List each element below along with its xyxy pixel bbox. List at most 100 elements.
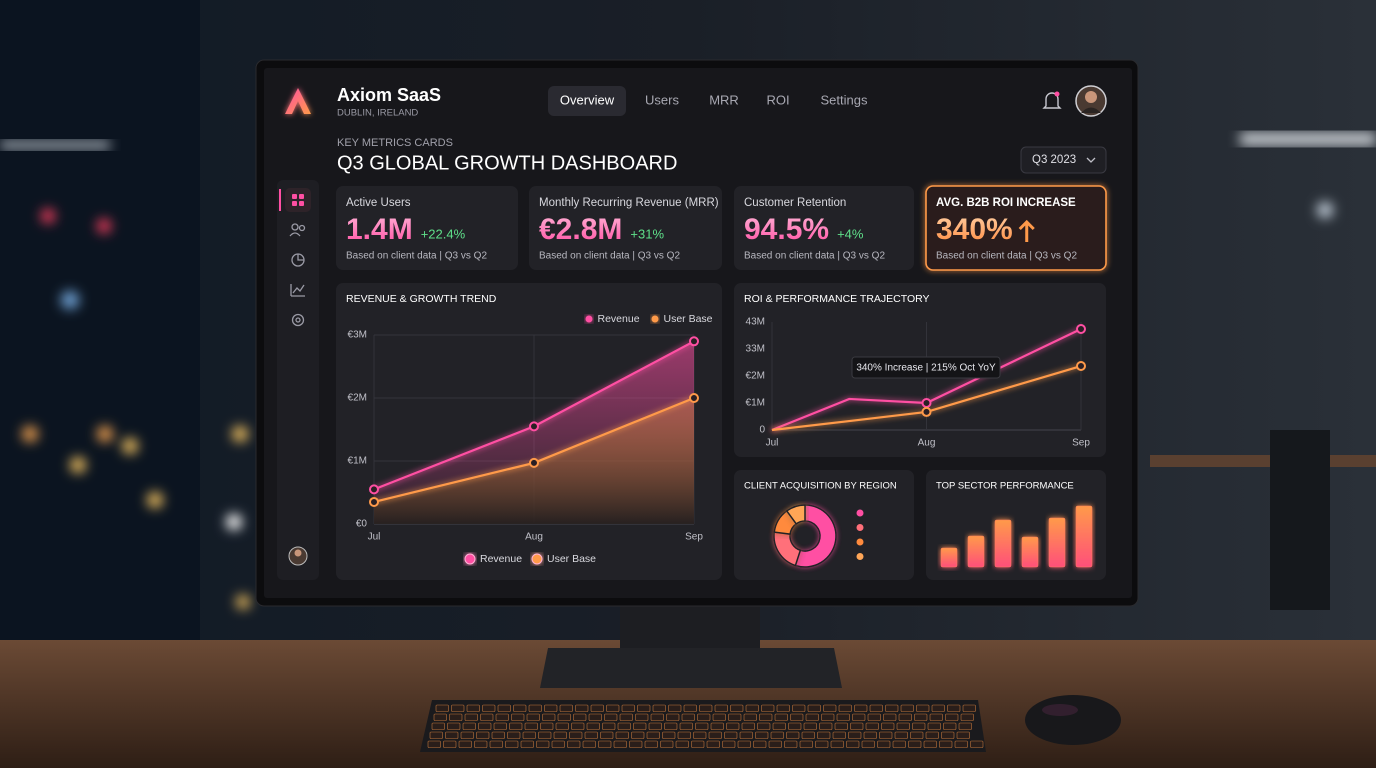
nav: Overview Users MRR ROI Settings [560,92,868,107]
x-tick-label: Sep [685,532,703,543]
user-avatar[interactable] [1075,85,1107,117]
key [664,722,678,730]
key [637,704,651,712]
legend-item: Revenue [598,313,640,325]
key [573,713,587,721]
key [582,740,596,748]
card-label: Monthly Recurring Revenue (MRR) [539,197,719,209]
key [900,704,914,712]
key [728,713,742,721]
key [699,704,713,712]
card-label: Customer Retention [744,197,846,209]
y-tick-label: €1M [746,398,765,409]
key [708,731,722,739]
key [569,731,583,739]
key [644,740,658,748]
icon-pie[interactable] [291,253,305,267]
period-value[interactable]: Q3 2023 [1032,154,1076,166]
key [945,713,959,721]
key [495,713,509,721]
key [954,740,968,748]
key [606,704,620,712]
key [668,704,682,712]
icon-users[interactable] [289,223,306,237]
key [941,731,955,739]
key [894,731,908,739]
legend-item: Revenue [480,553,522,565]
key [960,713,974,721]
sidebar-active-bg [285,188,311,212]
key [600,731,614,739]
nav-item[interactable]: Users [645,92,679,107]
key [567,740,581,748]
card [734,186,914,270]
key [714,704,728,712]
key [509,722,523,730]
chart-title: REVENUE & GROWTH TREND [346,293,497,305]
key [466,704,480,712]
nav-item[interactable]: Settings [821,92,868,107]
key [743,713,757,721]
bell-icon[interactable] [1042,91,1062,109]
key [912,722,926,730]
key [854,704,868,712]
key [792,704,806,712]
monitor-base [540,648,842,688]
key [848,731,862,739]
key [745,704,759,712]
icon-trend[interactable] [290,284,305,297]
key [770,731,784,739]
key [584,731,598,739]
y-tick-label: 0 [759,425,765,436]
ceiling-light [1240,132,1376,146]
icon-settings[interactable] [291,313,305,327]
icon-dashboard[interactable] [292,194,304,206]
key [722,740,736,748]
x-tick-label: Sep [1072,438,1090,449]
key [706,740,720,748]
key [540,722,554,730]
key [908,740,922,748]
key [693,731,707,739]
key [881,722,895,730]
y-tick-label: 33M [746,344,765,355]
card-label: AVG. B2B ROI INCREASE [936,197,1076,209]
key [571,722,585,730]
key [598,740,612,748]
key [710,722,724,730]
card-label: Active Users [346,197,411,209]
nav-item[interactable]: MRR [709,92,739,107]
key [863,731,877,739]
card-value: 340% [936,213,1013,246]
card-note: Based on client data | Q3 vs Q2 [346,251,487,262]
key [768,740,782,748]
y-tick-label: €3M [348,330,367,341]
key [788,722,802,730]
sidebar-avatar[interactable] [288,546,308,566]
nav-item[interactable]: Overview [560,92,615,107]
key [737,740,751,748]
bar [994,519,1012,568]
keys [427,704,984,748]
key [650,713,664,721]
key [896,722,910,730]
chart-title: TOP SECTOR PERFORMANCE [936,481,1074,492]
nav-item[interactable]: ROI [766,92,789,107]
period-select[interactable]: Q3 2023 [1020,146,1107,174]
legend-item: User Base [664,313,713,325]
card-change: +4% [837,226,864,241]
point [921,398,932,408]
key [774,713,788,721]
key [739,731,753,739]
up-arrow-icon [1018,219,1035,242]
bokeh [22,202,1333,609]
logo [285,88,311,114]
legend-item-dot [651,315,659,323]
point [689,393,699,403]
legend-dot [856,524,864,531]
key [759,713,773,721]
bar [1021,536,1039,568]
key [629,740,643,748]
x-tick-label: Aug [918,438,936,449]
